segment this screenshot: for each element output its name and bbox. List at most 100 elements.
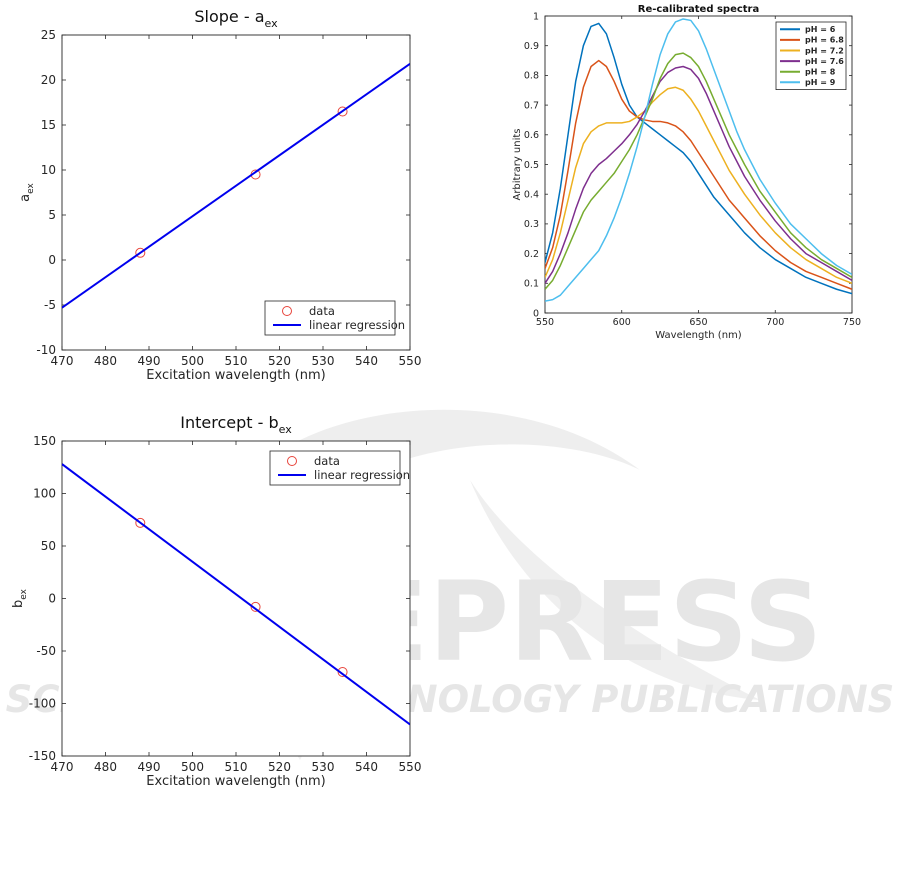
x-tick-label: 500 <box>181 760 204 774</box>
y-tick-label: 25 <box>41 28 56 42</box>
series-line-2 <box>62 62 410 309</box>
legend-entry: pH = 7.6 <box>805 57 844 66</box>
legend-box <box>775 21 847 90</box>
x-tick-label: 530 <box>312 354 335 368</box>
subscript: ex <box>279 423 293 436</box>
y-tick-label: 0.8 <box>524 71 539 82</box>
x-axis-label: Excitation wavelength (nm) <box>146 368 325 383</box>
y-tick-label: 1 <box>533 11 539 22</box>
x-tick-label: 540 <box>355 760 378 774</box>
chart-title: Re-calibrated spectra <box>638 4 759 15</box>
x-tick-label: 510 <box>225 354 248 368</box>
x-tick-label: 490 <box>138 760 161 774</box>
y-axis-label: Arbitrary units <box>512 128 523 200</box>
x-tick-label: 550 <box>399 354 422 368</box>
y-axis-label: bex <box>11 588 29 608</box>
series-line-3 <box>545 86 852 284</box>
series-line-5 <box>545 52 852 290</box>
x-axis-label: Wavelength (nm) <box>655 330 741 341</box>
subscript: ex <box>265 17 279 30</box>
x-tick-label: 750 <box>843 317 861 328</box>
x-tick-label: 510 <box>225 760 248 774</box>
y-tick-label: 0.3 <box>524 219 539 230</box>
y-tick-label: 5 <box>48 208 56 222</box>
y-axis-label: aex <box>18 182 36 201</box>
x-tick-label: 480 <box>94 354 117 368</box>
x-tick-label: 490 <box>138 354 161 368</box>
legend-entry: pH = 6 <box>805 25 836 34</box>
slope-chart: 470 480 490 500 510 520 530 540 550-10-505101520… <box>18 7 421 383</box>
series-line-6 <box>545 18 852 302</box>
x-tick-label: 520 <box>268 760 291 774</box>
y-tick-label: 0 <box>48 592 56 606</box>
legend-entry: data <box>309 304 335 318</box>
data-point <box>337 106 348 117</box>
chart-title: Intercept - bex <box>180 413 292 436</box>
x-tick-label: 480 <box>94 760 117 774</box>
chart-title-text: Slope - a <box>194 7 264 26</box>
legend-entry: pH = 6.8 <box>805 36 844 45</box>
legend-swatch <box>287 456 297 466</box>
legend-entry: pH = 8 <box>805 68 836 77</box>
x-tick-label: 470 <box>51 760 74 774</box>
data-point <box>337 667 348 677</box>
plot-marks <box>62 62 410 309</box>
legend-entry: data <box>314 454 340 468</box>
chart-title: Slope - aex <box>194 7 278 30</box>
x-tick-label: 550 <box>399 760 422 774</box>
legend-entry: linear regression <box>309 318 405 332</box>
y-tick-label: 20 <box>41 73 56 87</box>
y-tick-label: 0 <box>48 253 56 267</box>
plot-marks <box>62 463 410 726</box>
series-line-2 <box>545 59 852 290</box>
data-point <box>135 247 146 258</box>
plot-area <box>61 34 411 351</box>
x-tick-label: 540 <box>355 354 378 368</box>
subscript: ex <box>19 588 29 599</box>
x-tick-label: 530 <box>312 760 335 774</box>
series-line-4 <box>545 65 852 284</box>
intercept-chart: 470 480 490 500 510 520 530 540 550 -150 -100 -50 0 5… <box>11 413 421 789</box>
y-tick-label: 0.6 <box>524 130 539 141</box>
x-axis-label: Excitation wavelength (nm) <box>146 774 325 789</box>
y-tick-label: -150 <box>29 749 56 763</box>
x-tick-label: 650 <box>689 317 707 328</box>
chart-title-text: Intercept - b <box>180 413 278 432</box>
x-tick-label: 470 <box>51 354 74 368</box>
data-point <box>250 601 261 612</box>
legend-entry: pH = 7.2 <box>805 46 844 55</box>
y-tick-label: 0.1 <box>524 279 539 290</box>
spectra-chart: 550 600 650 700 750 0 0.1 0.2 0.3 0.4 0.5 0.6 0.7 0.8… <box>512 4 861 341</box>
y-tick-label: 0.5 <box>524 160 539 171</box>
x-tick-label: 500 <box>181 354 204 368</box>
y-tick-label: 100 <box>33 487 56 501</box>
subscript: ex <box>26 182 36 193</box>
y-tick-label: -10 <box>36 343 56 357</box>
series-line-2 <box>62 463 410 726</box>
x-tick-label: 550 <box>536 317 554 328</box>
watermark-swoosh-top <box>255 409 640 520</box>
legend: pH = 6 pH = 6.8pH = 7.2 pH = 7.6 pH = 8pH =… <box>775 21 847 90</box>
y-axis-label-text: b <box>11 600 26 608</box>
x-tick-label: 600 <box>613 317 631 328</box>
plot-marks <box>545 18 852 302</box>
y-tick-label: 0 <box>533 308 539 319</box>
y-tick-label: 0.2 <box>524 249 539 260</box>
plot-area <box>61 440 411 757</box>
y-tick-label: 0.9 <box>524 41 539 52</box>
y-tick-label: 0.4 <box>524 190 539 201</box>
chart-title-text: Re-calibrated spectra <box>638 4 759 15</box>
x-tick-label: 700 <box>766 317 784 328</box>
x-tick-label: 520 <box>268 354 291 368</box>
legend-entry: pH = 9 <box>805 78 836 87</box>
legend-entry: linear regression <box>314 468 410 482</box>
series-line-1 <box>545 22 852 295</box>
y-tick-label: -5 <box>44 298 56 312</box>
y-axis-label-text: Arbitrary units <box>512 128 523 200</box>
data-point <box>135 517 146 528</box>
y-axis-label-text: a <box>18 194 33 202</box>
y-tick-label: 15 <box>41 118 56 132</box>
y-tick-label: -50 <box>36 644 56 658</box>
